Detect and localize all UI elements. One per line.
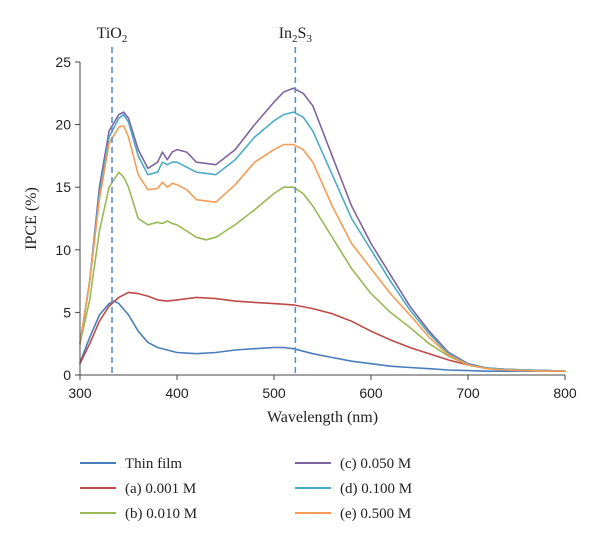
x-tick-label: 700 — [456, 385, 480, 401]
y-tick-label: 0 — [63, 367, 71, 383]
series-line-2 — [79, 171, 566, 372]
legend-label-2: (b) 0.010 M — [125, 506, 197, 522]
annotation-label-0: TiO2 — [97, 25, 128, 45]
series-line-4 — [79, 111, 566, 372]
annotation-label-1: In2S3 — [279, 25, 313, 45]
legend-label-1: (a) 0.001 M — [125, 481, 196, 497]
y-tick-label: 25 — [55, 54, 71, 70]
axes: 300 400 500 600 700 800 0 5 10 15 20 25 — [55, 54, 576, 401]
y-tick-label: 5 — [63, 304, 71, 320]
plot-area — [79, 87, 566, 372]
y-axis-title: IPCE (%) — [23, 187, 40, 250]
x-tick-label: 300 — [68, 385, 92, 401]
y-tick-label: 10 — [55, 242, 71, 258]
legend-label-4: (d) 0.100 M — [340, 481, 412, 497]
series-line-0 — [79, 300, 566, 372]
legend: Thin film (a) 0.001 M (b) 0.010 M (c) 0.050… — [80, 456, 412, 522]
x-tick-label: 800 — [553, 385, 577, 401]
legend-label-5: (e) 0.500 M — [340, 506, 411, 522]
annotations: TiO2 In2S3 — [97, 25, 313, 375]
legend-label-0: Thin film — [125, 456, 182, 472]
x-tick-label: 400 — [165, 385, 189, 401]
y-tick-label: 20 — [55, 117, 71, 133]
x-axis-title: Wavelength (nm) — [267, 409, 378, 426]
legend-label-3: (c) 0.050 M — [340, 456, 411, 472]
series-line-5 — [79, 125, 566, 372]
series-line-1 — [79, 291, 566, 372]
y-tick-label: 15 — [55, 179, 71, 195]
x-tick-label: 600 — [359, 385, 383, 401]
x-tick-label: 500 — [262, 385, 286, 401]
series-line-3 — [79, 87, 566, 372]
